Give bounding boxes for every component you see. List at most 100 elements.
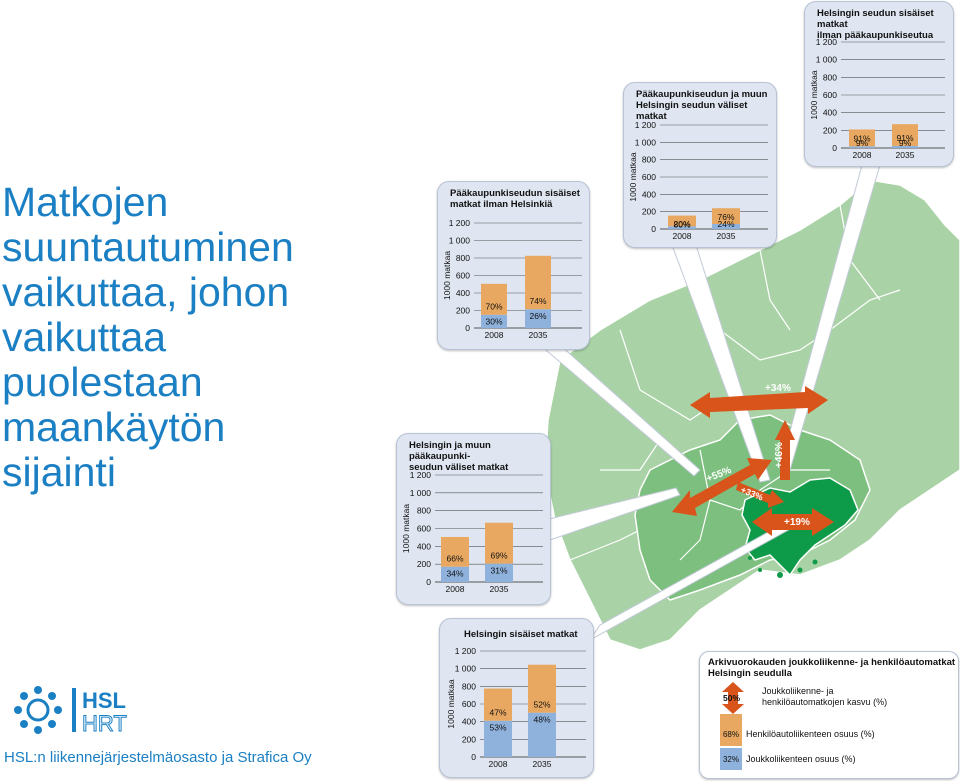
bar-car-segment: [481, 283, 507, 315]
chart-title: Helsingin seudun sisäiset matkat ilman p…: [817, 8, 934, 41]
island: [777, 572, 783, 578]
chart-panel-seutu-sisaiset: Helsingin seudun sisäiset matkat ilman p…: [804, 1, 954, 167]
car-share-label: 69%: [490, 551, 507, 561]
x-tick-label: 2008: [673, 231, 692, 241]
bar-transit-segment: [441, 566, 469, 582]
car-share-label: 91%: [896, 133, 913, 143]
bar-transit-segment: [481, 314, 507, 328]
legend-car-label: Henkilöautoliikenteen osuus (%): [746, 729, 875, 739]
transit-share-label: 34%: [446, 569, 463, 579]
y-tick-label: 800: [642, 155, 656, 165]
chart-title: Helsingin ja muun pääkaupunki- seudun vä…: [409, 440, 509, 473]
island: [758, 568, 762, 572]
y-tick-label: 200: [462, 734, 476, 744]
y-tick-label: 0: [426, 577, 431, 587]
y-tick-label: 800: [823, 72, 837, 82]
arrow-label: +19%: [784, 517, 810, 528]
transit-share-label: 9%: [856, 138, 869, 148]
bar-car-segment: [668, 215, 696, 227]
y-tick-label: 800: [456, 253, 470, 263]
legend-growth-value: 50%: [723, 693, 740, 703]
legend-growth-swatch: 50%: [722, 682, 744, 714]
y-tick-label: 400: [823, 108, 837, 118]
y-tick-label: 600: [456, 271, 470, 281]
bar-car-segment: [485, 522, 513, 564]
bar-car-segment: [849, 129, 875, 147]
bar-transit-segment: [712, 224, 740, 229]
x-tick-label: 2008: [485, 330, 504, 340]
hsl-logo-mark: [26, 698, 50, 722]
bar-transit-segment: [525, 309, 551, 328]
y-tick-label: 800: [462, 681, 476, 691]
x-tick-label: 2035: [533, 759, 552, 769]
y-tick-label: 400: [462, 717, 476, 727]
bar-car-segment: [525, 255, 551, 310]
bar-transit-segment: [484, 720, 512, 757]
y-tick-label: 0: [651, 224, 656, 234]
car-share-label: 91%: [853, 133, 870, 143]
car-share-label: 66%: [446, 554, 463, 564]
transit-share-label: 20%: [673, 219, 690, 229]
arrow-46: +46%: [774, 420, 795, 480]
car-share-label: 74%: [529, 296, 546, 306]
legend-car-swatch: [720, 714, 742, 746]
hsl-logo-text: HSL: [82, 688, 126, 713]
y-tick-label: 1 000: [635, 137, 657, 147]
helsinki-region-outer: [544, 179, 960, 651]
chart-panel-helsinki-sisaiset: Helsingin sisäiset matkat 1000 matkaa 0 20…: [439, 618, 594, 778]
y-tick-label: 400: [417, 541, 431, 551]
transit-share-label: 53%: [489, 723, 506, 733]
transit-share-label: 30%: [485, 317, 502, 327]
y-tick-label: 1 200: [635, 120, 657, 130]
bar-transit-segment: [668, 226, 696, 229]
transit-share-label: 26%: [529, 311, 546, 321]
bar-car-segment: [712, 208, 740, 225]
bar-transit-segment: [528, 712, 556, 757]
transit-share-label: 48%: [533, 715, 550, 725]
bar-car-segment: [484, 688, 512, 721]
y-tick-label: 1 200: [816, 37, 838, 47]
chart-panel-helsinki-muu-paakaupunkiseutu: Helsingin ja muun pääkaupunki- seudun vä…: [396, 433, 551, 605]
transit-share-label: 9%: [899, 138, 912, 148]
chart-title: Helsingin sisäiset matkat: [464, 629, 578, 640]
arrow-label: +34%: [765, 383, 791, 394]
y-tick-label: 200: [642, 207, 656, 217]
chart-panel-paakaupunkiseutu-ilman-helsinkia: Pääkaupunkiseudun sisäiset matkat ilman …: [437, 181, 590, 350]
y-axis-label: 1000 matkaa: [628, 152, 638, 201]
bar-transit-segment: [892, 145, 918, 148]
legend: Arkivuorokauden joukkoliikenne- ja henki…: [699, 651, 959, 779]
y-axis-label: 1000 matkaa: [809, 70, 819, 119]
legend-transit-value: 32%: [722, 755, 739, 764]
y-tick-label: 0: [465, 323, 470, 333]
x-tick-label: 2008: [446, 584, 465, 594]
y-tick-label: 1 000: [410, 488, 432, 498]
chart-title: Pääkaupunkiseudun sisäiset matkat ilman …: [450, 188, 580, 210]
chart-panel-paakaupunkiseutu-muu-seutu: Pääkaupunkiseudun ja muun Helsingin seud…: [623, 82, 777, 248]
y-tick-label: 1 000: [455, 664, 477, 674]
legend-transit-label: Joukkoliikenteen osuus (%): [746, 754, 856, 764]
y-tick-label: 400: [456, 288, 470, 298]
y-tick-label: 200: [456, 306, 470, 316]
chart-title: Pääkaupunkiseudun ja muun Helsingin seud…: [636, 89, 768, 122]
bar-transit-segment: [485, 563, 513, 582]
y-axis-label: 1000 matkaa: [442, 251, 452, 300]
y-tick-label: 600: [417, 524, 431, 534]
legend-growth-label: Joukkoliikenne- ja henkilöautomatkojen k…: [762, 686, 888, 707]
island: [797, 567, 803, 573]
y-axis-label: 1000 matkaa: [446, 679, 456, 728]
y-tick-label: 600: [823, 90, 837, 100]
transit-share-label: 24%: [717, 219, 734, 229]
hsl-logo-dots: [14, 686, 62, 734]
y-tick-label: 1 200: [455, 646, 477, 656]
y-tick-label: 200: [417, 559, 431, 569]
x-tick-label: 2035: [529, 330, 548, 340]
y-tick-label: 600: [462, 699, 476, 709]
y-tick-label: 200: [823, 125, 837, 135]
island: [748, 556, 752, 560]
hsl-logo: HSL HRT: [14, 686, 127, 736]
car-share-label: 70%: [485, 302, 502, 312]
